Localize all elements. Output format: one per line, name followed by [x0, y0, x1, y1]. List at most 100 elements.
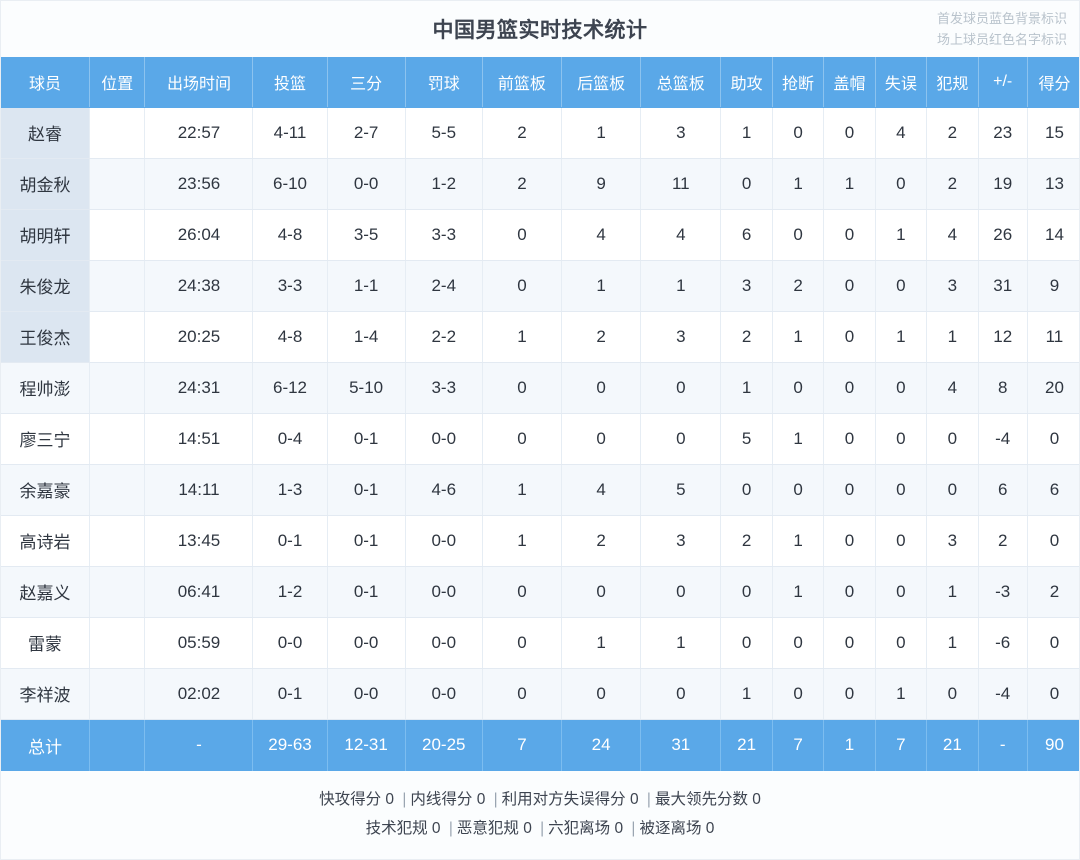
- table-row[interactable]: 雷蒙 05:59 0-0 0-0 0-0 0 1 1 0 0 0 0 1 -6 0: [1, 617, 1079, 669]
- stat-cell-1: [89, 209, 146, 261]
- stat-cell-5: 5-5: [405, 107, 483, 159]
- stat-cell-3: 0-1: [252, 515, 328, 567]
- stat-cell-10: 1: [772, 566, 825, 618]
- column-header-15[interactable]: 得分: [1027, 57, 1079, 108]
- table-row[interactable]: 朱俊龙 24:38 3-3 1-1 2-4 0 1 1 3 2 0 0 3 31 9: [1, 260, 1079, 312]
- column-header-1[interactable]: 位置: [89, 57, 146, 108]
- stat-cell-11: 0: [823, 209, 876, 261]
- table-row[interactable]: 赵睿 22:57 4-11 2-7 5-5 2 1 3 1 0 0 4 2 23 15: [1, 107, 1079, 159]
- stat-cell-9: 0: [720, 617, 773, 669]
- stat-cell-1: [89, 464, 146, 516]
- box-score-table: 球员 位置 出场时间 投篮 三分 罚球 前篮板 后篮板 总篮板 助攻 抢断 盖帽 失误 犯规 +/- 得分 赵…: [1, 57, 1079, 771]
- column-header-3[interactable]: 投篮: [252, 57, 328, 108]
- stat-cell-11: 0: [823, 260, 876, 312]
- stat-cell-6: 2: [482, 158, 563, 210]
- column-header-10[interactable]: 抢断: [772, 57, 825, 108]
- table-row[interactable]: 廖三宁 14:51 0-4 0-1 0-0 0 0 0 5 1 0 0 0 -4 0: [1, 413, 1079, 465]
- totals-cell-2: -: [144, 719, 254, 771]
- stat-cell-5: 0-0: [405, 617, 483, 669]
- stat-cell-14: -6: [978, 617, 1028, 669]
- stat-cell-7: 1: [561, 107, 642, 159]
- stat-cell-6: 0: [482, 260, 563, 312]
- stat-cell-2: 06:41: [144, 566, 254, 618]
- legend-note: 首发球员蓝色背景标识 场上球员红色名字标识: [937, 8, 1067, 50]
- totals-cell-14: -: [978, 719, 1028, 771]
- table-row[interactable]: 赵嘉义 06:41 1-2 0-1 0-0 0 0 0 0 1 0 0 1 -3 2: [1, 566, 1079, 618]
- stat-cell-9: 0: [720, 158, 773, 210]
- stat-cell-4: 0-0: [327, 617, 406, 669]
- stat-cell-15: 2: [1027, 566, 1079, 618]
- column-header-13[interactable]: 犯规: [926, 57, 979, 108]
- stat-cell-5: 4-6: [405, 464, 483, 516]
- footer-stat-value: 0: [625, 791, 643, 808]
- stat-cell-6: 2: [482, 107, 563, 159]
- table-row[interactable]: 胡明轩 26:04 4-8 3-5 3-3 0 4 4 6 0 0 1 4 26 14: [1, 209, 1079, 261]
- stat-cell-12: 1: [875, 668, 928, 720]
- stat-cell-10: 0: [772, 617, 825, 669]
- stat-cell-4: 3-5: [327, 209, 406, 261]
- stat-cell-11: 0: [823, 311, 876, 363]
- stat-cell-6: 1: [482, 311, 563, 363]
- stat-cell-11: 0: [823, 107, 876, 159]
- table-row[interactable]: 胡金秋 23:56 6-10 0-0 1-2 2 9 11 0 1 1 0 2 19 13: [1, 158, 1079, 210]
- player-name: 赵嘉义: [1, 566, 90, 618]
- stat-cell-14: 19: [978, 158, 1028, 210]
- player-name: 王俊杰: [1, 311, 90, 363]
- stat-cell-2: 20:25: [144, 311, 254, 363]
- totals-cell-1: [89, 719, 146, 771]
- footer-stat-value: 0: [472, 791, 490, 808]
- stat-cell-5: 3-3: [405, 362, 483, 414]
- column-header-6[interactable]: 前篮板: [482, 57, 563, 108]
- column-header-9[interactable]: 助攻: [720, 57, 773, 108]
- stat-cell-6: 0: [482, 362, 563, 414]
- stat-cell-12: 0: [875, 362, 928, 414]
- stat-cell-7: 0: [561, 668, 642, 720]
- stat-cell-4: 5-10: [327, 362, 406, 414]
- column-header-0[interactable]: 球员: [1, 57, 90, 108]
- column-header-5[interactable]: 罚球: [405, 57, 483, 108]
- stat-cell-13: 0: [926, 413, 979, 465]
- column-header-12[interactable]: 失误: [875, 57, 928, 108]
- stat-cell-7: 1: [561, 617, 642, 669]
- column-header-4[interactable]: 三分: [327, 57, 406, 108]
- stat-cell-15: 20: [1027, 362, 1079, 414]
- stat-cell-3: 6-12: [252, 362, 328, 414]
- column-header-8[interactable]: 总篮板: [640, 57, 722, 108]
- stat-cell-8: 0: [640, 566, 722, 618]
- table-row[interactable]: 程帅澎 24:31 6-12 5-10 3-3 0 0 0 1 0 0 0 4 8 20: [1, 362, 1079, 414]
- stat-cell-13: 2: [926, 158, 979, 210]
- stat-cell-11: 1: [823, 158, 876, 210]
- table-row[interactable]: 李祥波 02:02 0-1 0-0 0-0 0 0 0 1 0 0 1 0 -4 0: [1, 668, 1079, 720]
- stat-cell-14: -4: [978, 668, 1028, 720]
- footer-separator: |: [646, 791, 651, 808]
- stat-cell-10: 0: [772, 107, 825, 159]
- column-header-7[interactable]: 后篮板: [561, 57, 642, 108]
- stat-cell-14: 31: [978, 260, 1028, 312]
- column-header-2[interactable]: 出场时间: [144, 57, 254, 108]
- stat-cell-11: 0: [823, 668, 876, 720]
- stat-cell-2: 26:04: [144, 209, 254, 261]
- footer-line-2: 技术犯规 0 | 恶意犯规 0 | 六犯离场 0 | 被逐离场 0: [1, 814, 1079, 843]
- table-row[interactable]: 余嘉豪 14:11 1-3 0-1 4-6 1 4 5 0 0 0 0 0 6 6: [1, 464, 1079, 516]
- table-row[interactable]: 高诗岩 13:45 0-1 0-1 0-0 1 2 3 2 1 0 0 3 2 0: [1, 515, 1079, 567]
- column-header-14[interactable]: +/-: [978, 57, 1028, 108]
- stat-cell-12: 0: [875, 158, 928, 210]
- stat-cell-2: 23:56: [144, 158, 254, 210]
- stat-cell-2: 24:31: [144, 362, 254, 414]
- stat-cell-6: 0: [482, 566, 563, 618]
- stat-cell-7: 4: [561, 209, 642, 261]
- stat-cell-6: 1: [482, 464, 563, 516]
- column-header-11[interactable]: 盖帽: [823, 57, 876, 108]
- stat-cell-14: 12: [978, 311, 1028, 363]
- stat-cell-15: 0: [1027, 617, 1079, 669]
- stat-cell-14: -4: [978, 413, 1028, 465]
- stat-cell-1: [89, 566, 146, 618]
- table-row[interactable]: 王俊杰 20:25 4-8 1-4 2-2 1 2 3 2 1 0 1 1 12 11: [1, 311, 1079, 363]
- stat-cell-12: 0: [875, 617, 928, 669]
- stat-cell-13: 4: [926, 209, 979, 261]
- stat-cell-10: 0: [772, 668, 825, 720]
- table-header: 球员 位置 出场时间 投篮 三分 罚球 前篮板 后篮板 总篮板 助攻 抢断 盖帽 失误 犯规 +/- 得分: [1, 57, 1079, 108]
- stat-cell-4: 0-1: [327, 464, 406, 516]
- stat-cell-7: 9: [561, 158, 642, 210]
- stat-cell-5: 0-0: [405, 515, 483, 567]
